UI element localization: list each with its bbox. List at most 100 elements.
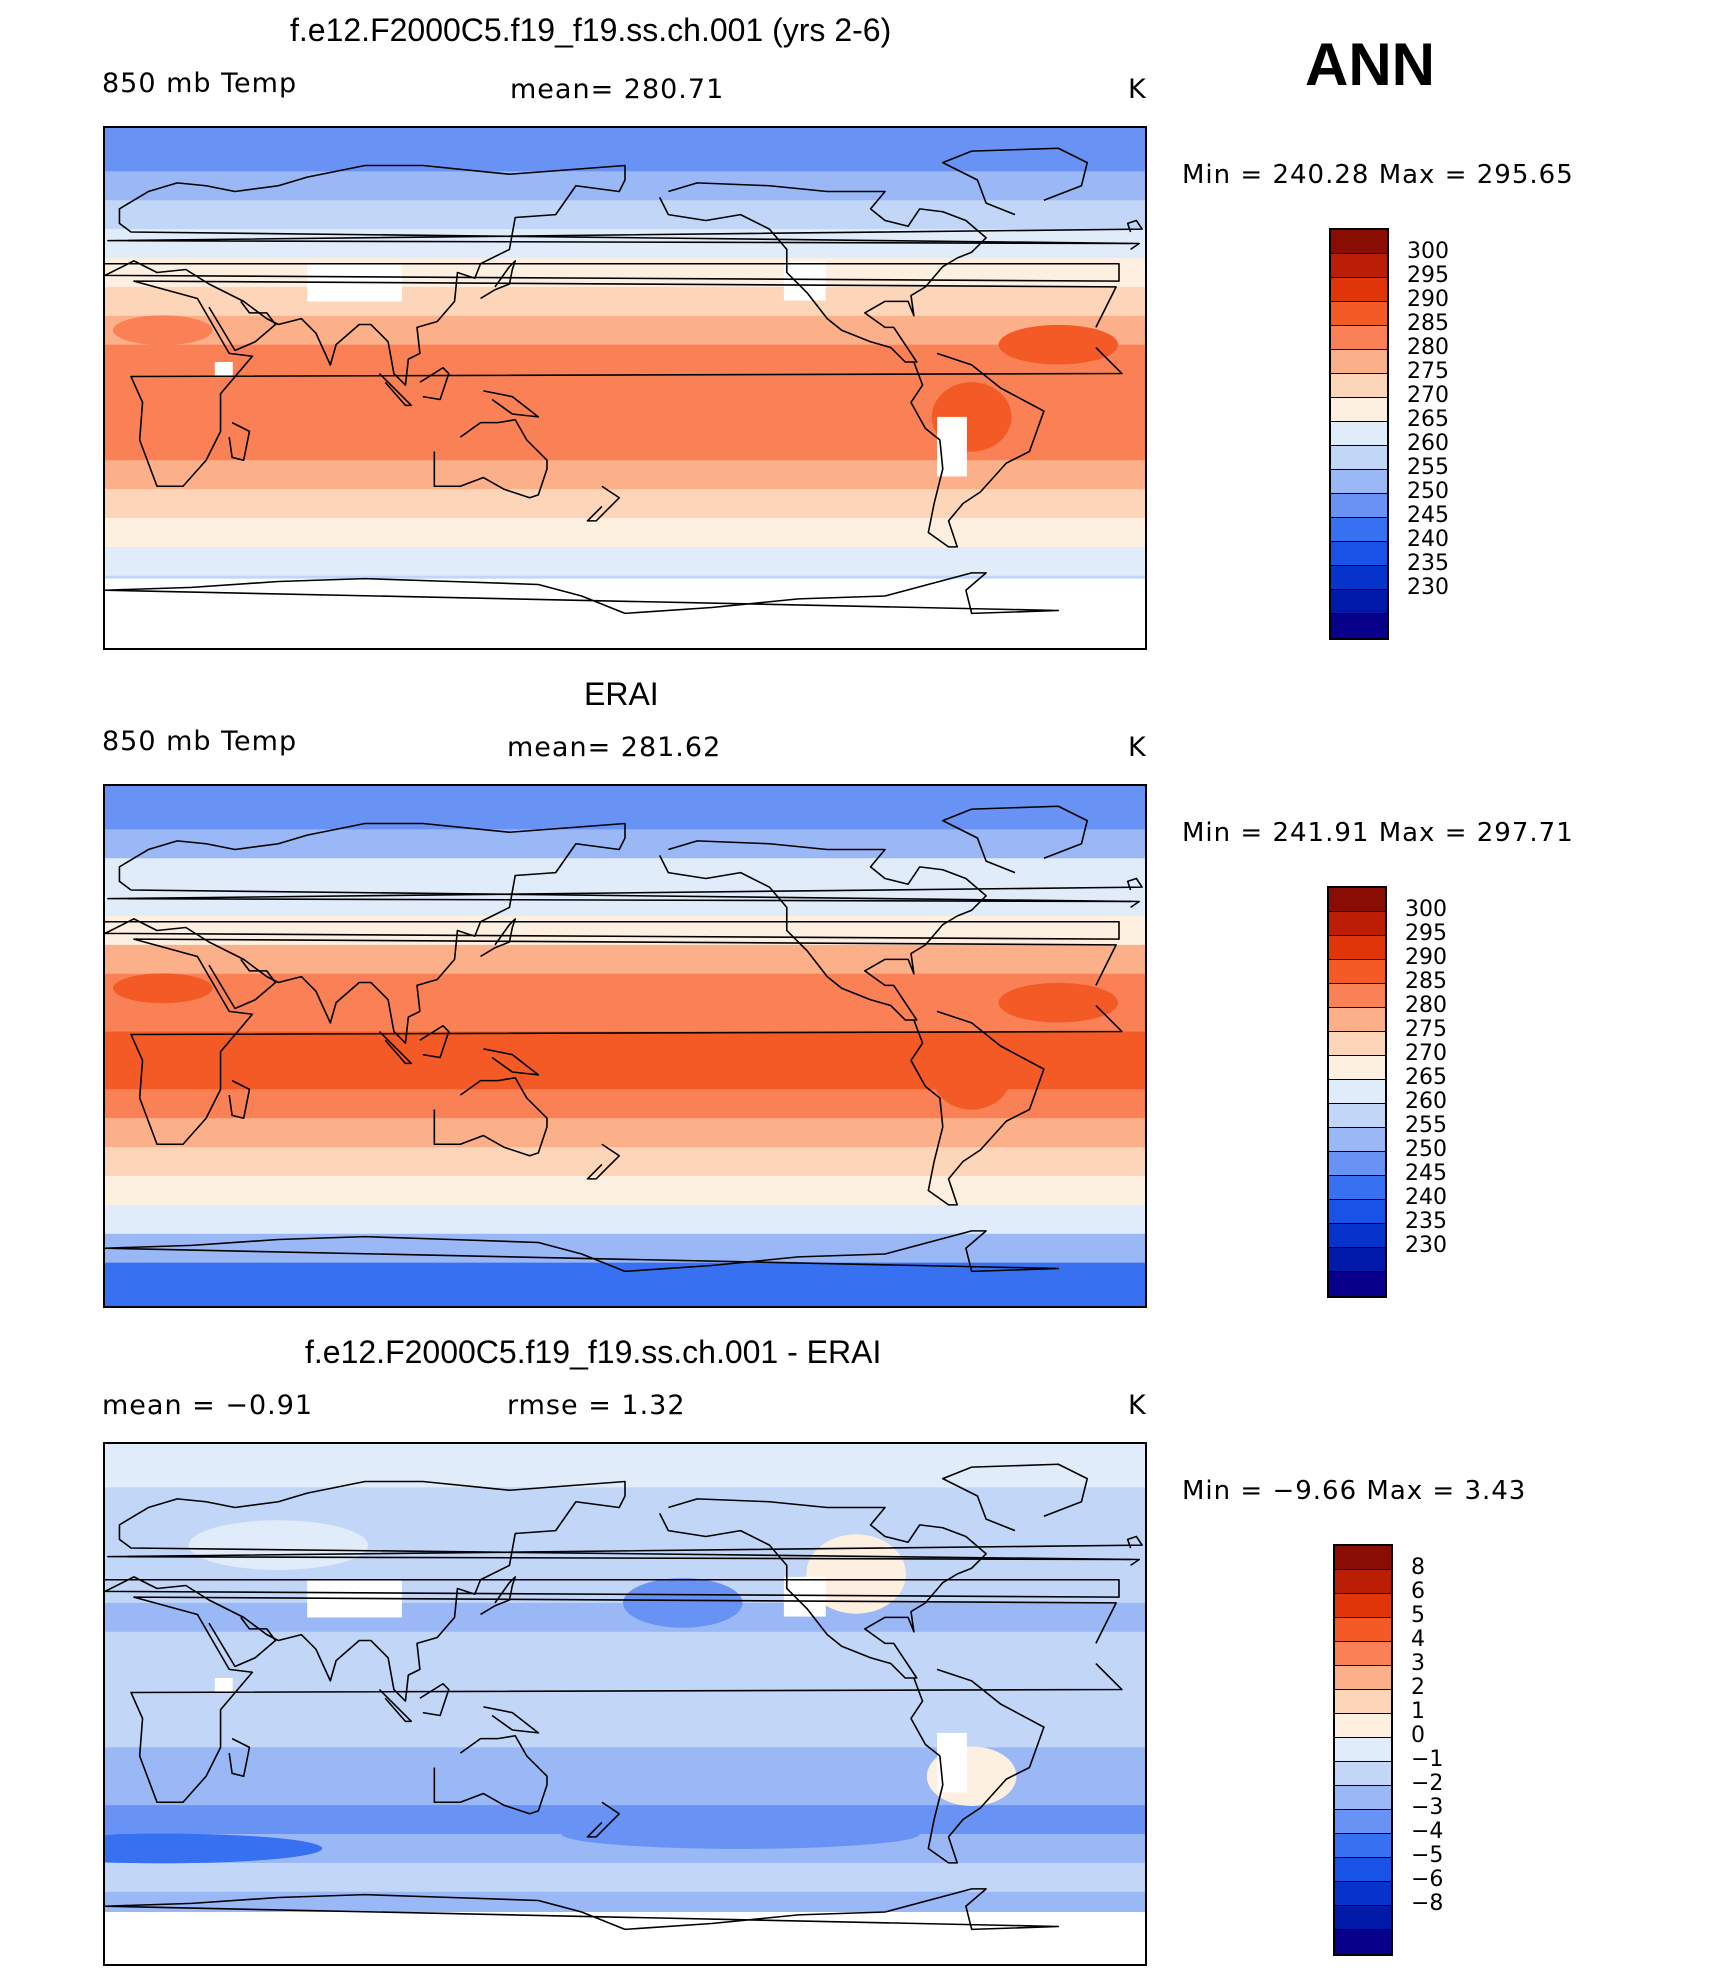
colorbar-swatch [1335,1762,1391,1786]
colorbar-swatch [1335,1930,1391,1954]
colorbar-swatch [1335,1666,1391,1690]
zonal-band [105,315,1145,346]
panel1-mean-label: mean= 280.71 [510,74,725,105]
zonal-band [105,1444,1145,1488]
colorbar-swatch [1335,1738,1391,1762]
colorbar-tick-label: 280 [1407,335,1449,360]
colorbar-tick-label: 6 [1411,1579,1425,1604]
coastline [586,1801,621,1838]
coastline [208,1616,277,1668]
zonal-band [105,344,1145,375]
coastline [910,1010,1045,1206]
panel2-minmax: Min = 241.91 Max = 297.71 [1182,818,1574,848]
coastline [586,485,621,522]
colorbar-tick-label: 270 [1407,383,1449,408]
coastline [480,918,517,958]
colorbar-swatch [1329,888,1385,912]
panel1-minmax: Min = 240.28 Max = 295.65 [1182,160,1574,190]
colorbar-tick-label: −8 [1411,1891,1444,1916]
colorbar-tick-label: 255 [1407,455,1449,480]
colorbar-swatch [1331,470,1387,494]
coastline [910,1668,1045,1864]
field-feature [998,982,1119,1023]
colorbar-swatch [1331,398,1387,422]
panel3-colorbar [1333,1544,1393,1956]
colorbar-tick-label: 270 [1405,1041,1447,1066]
coastline [483,1706,540,1734]
colorbar-swatch [1329,1152,1385,1176]
coastline [228,421,251,462]
zonal-band [105,1725,1145,1748]
colorbar-tick-label: 230 [1405,1233,1447,1258]
colorbar-tick-label: 295 [1405,921,1447,946]
missing-data-region [214,1678,233,1692]
colorbar-swatch [1335,1570,1391,1594]
coastline [941,147,1089,216]
coastline [480,260,517,300]
colorbar-tick-label: 295 [1407,263,1449,288]
coastline [105,1888,1060,1931]
coastline [658,840,987,1021]
zonal-band [105,1631,1145,1662]
colorbar-swatch [1331,230,1387,254]
zonal-band [105,1176,1145,1206]
colorbar-tick-label: 300 [1405,897,1447,922]
panel2-variable-label: 850 mb Temp [102,726,298,757]
colorbar-swatch [1329,936,1385,960]
panel3-minmax: Min = −9.66 Max = 3.43 [1182,1476,1527,1506]
panel2-map-svg [105,786,1145,1306]
colorbar-swatch [1329,1032,1385,1056]
colorbar-swatch [1335,1642,1391,1666]
colorbar-swatch [1335,1690,1391,1714]
missing-data-region [783,1576,826,1617]
coastline [208,300,277,352]
colorbar-swatch [1335,1858,1391,1882]
missing-data-region [783,260,826,301]
coastline [378,372,413,407]
colorbar-tick-label: 2 [1411,1675,1425,1700]
zonal-band [105,786,1145,830]
colorbar-tick-label: −5 [1411,1843,1444,1868]
zonal-band [105,286,1145,317]
coastline [658,1498,987,1679]
colorbar-swatch [1329,984,1385,1008]
zonal-band [105,1002,1145,1033]
panel1-units-label: K [1128,74,1147,105]
field-feature [112,315,213,346]
colorbar-tick-label: −6 [1411,1867,1444,1892]
panel3-case-title: f.e12.F2000C5.f19_f19.ss.ch.001 - ERAI [305,1334,882,1370]
colorbar-swatch [1329,1248,1385,1272]
coastline [433,418,548,499]
colorbar-tick-label: 245 [1407,503,1449,528]
zonal-band [105,395,1145,411]
colorbar-tick-label: −2 [1411,1771,1444,1796]
colorbar-tick-label: 265 [1405,1065,1447,1090]
field-feature [105,1833,323,1864]
season-label: ANN [1305,31,1435,98]
zonal-band [105,1233,1145,1264]
panel2-map [103,784,1147,1308]
coastline [130,1596,1123,1804]
colorbar-swatch [1329,1008,1385,1032]
missing-data-region [214,362,233,376]
coastline [105,1230,1060,1273]
colorbar-tick-label: 260 [1405,1089,1447,1114]
coastline [130,280,1123,488]
coastline [586,1143,621,1180]
zonal-band [105,1262,1145,1306]
coastline [419,366,450,401]
zonal-band [105,1053,1145,1069]
colorbar-tick-label: 5 [1411,1603,1425,1628]
coastline [419,1024,450,1059]
missing-data-region [105,1912,1145,1964]
coastline [105,1480,1141,1702]
colorbar-tick-label: 0 [1411,1723,1425,1748]
colorbar-tick-label: −3 [1411,1795,1444,1820]
colorbar-tick-label: 235 [1407,551,1449,576]
colorbar-tick-label: 285 [1405,969,1447,994]
colorbar-swatch [1335,1714,1391,1738]
zonal-band [105,546,1145,577]
colorbar-swatch [1329,960,1385,984]
missing-data-region [937,416,967,477]
zonal-band [105,1118,1145,1148]
